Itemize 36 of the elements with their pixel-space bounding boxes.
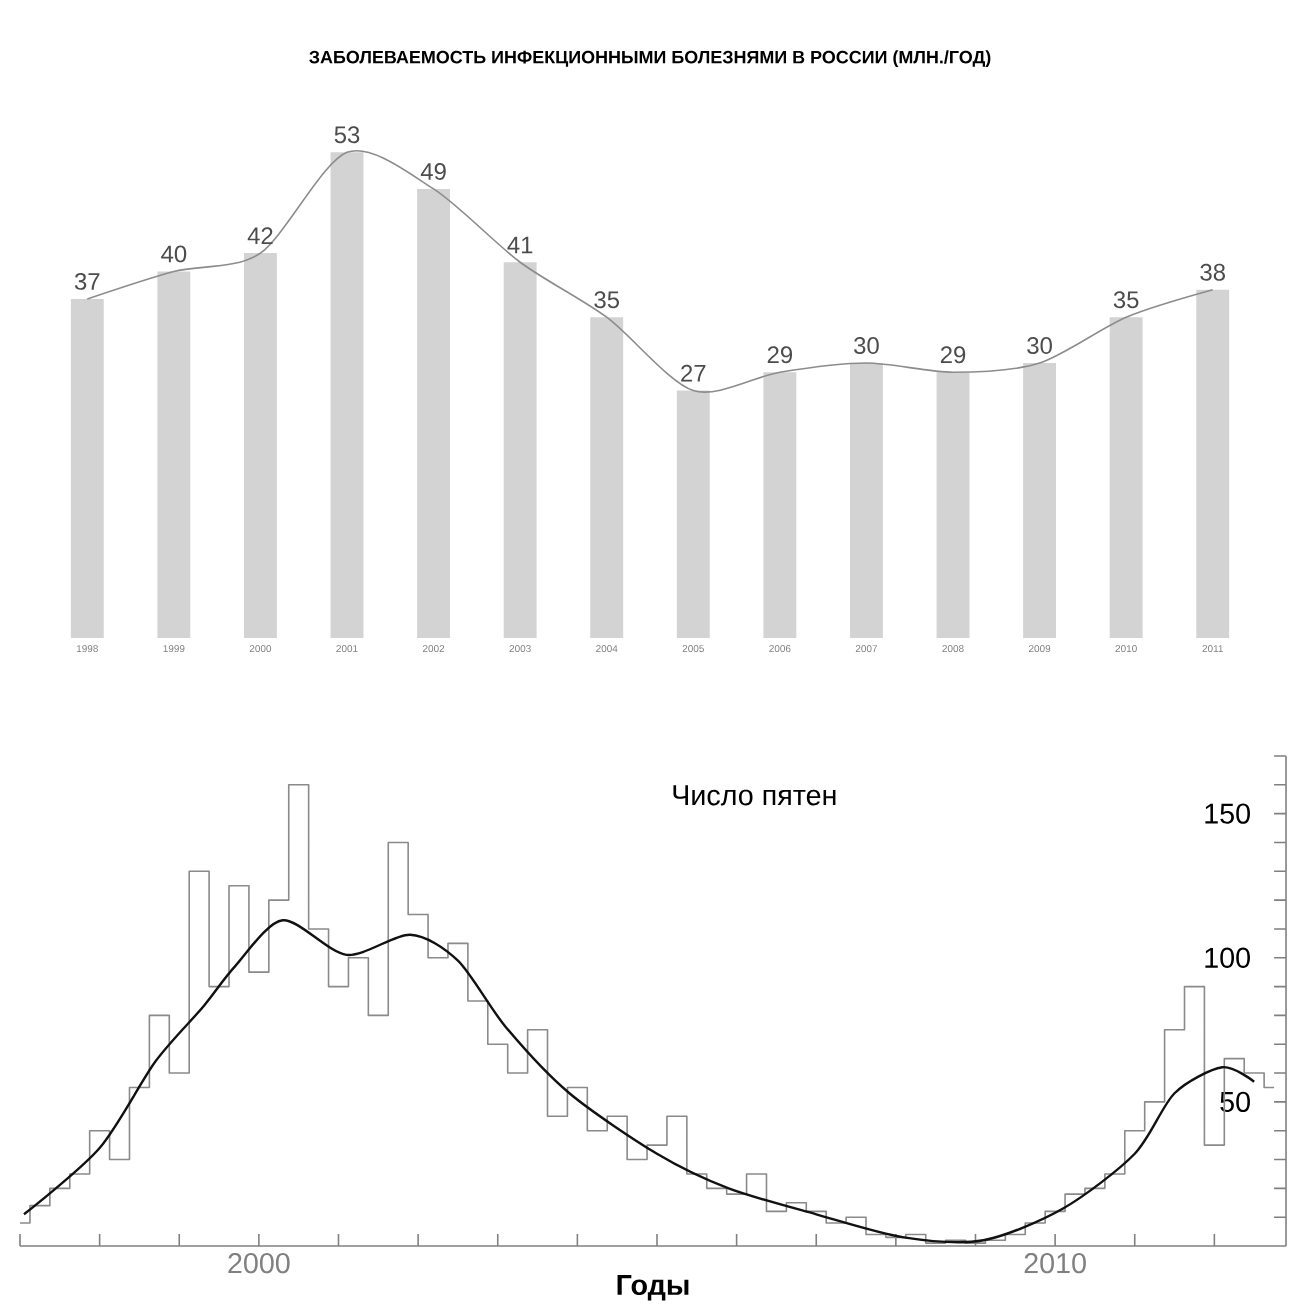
data-label: 29 [940,346,966,364]
data-label: 35 [594,291,619,309]
data-label: 35 [1113,291,1139,309]
bar [1109,317,1143,638]
data-label: 53 [334,126,360,144]
bar [763,372,797,638]
data-label: 37 [74,272,100,290]
x-axis-title: Годы [617,1275,689,1301]
data-label: 42 [247,227,273,245]
y-tick-label: 50 [1220,1091,1250,1113]
chart-title: ЗАБОЛЕВАЕМОСТЬ ИНФЕКЦИОННЫМИ БОЛЕЗНЯМИ В РОССИИ (МЛН./ГОД) [309,50,991,68]
text: Число пятен [673,785,836,806]
data-label: 30 [854,337,879,354]
data-label: 27 [681,364,706,382]
bar [503,262,537,638]
data-label: 41 [507,236,533,254]
bar [417,188,451,638]
data-label: 40 [161,245,187,263]
data-label: 29 [767,346,793,364]
data-label: 30 [1027,337,1052,354]
bar [1023,363,1057,638]
bar [849,363,883,638]
x-tick-label: 2010 [1024,1253,1086,1274]
data-label: 49 [420,162,446,180]
bar [1196,289,1230,638]
data-label: 38 [1200,263,1225,281]
x-tick-label: 2000 [228,1253,290,1274]
bar [157,271,191,638]
y-tick-label: 100 [1205,947,1250,968]
bar [936,372,970,638]
bar [676,390,710,638]
bar [243,253,277,638]
y-tick-label: 150 [1205,803,1250,824]
bar [70,298,104,638]
bar [330,152,364,638]
bar [590,317,624,638]
